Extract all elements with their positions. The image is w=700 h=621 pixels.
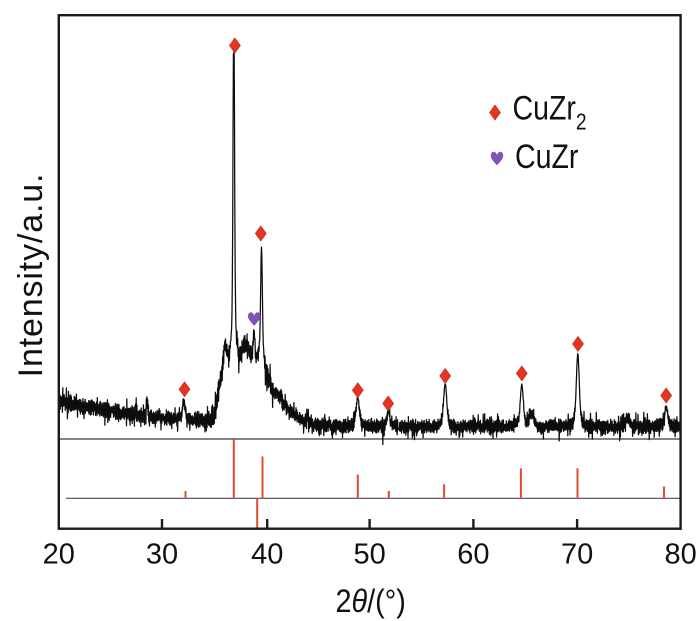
svg-text:70: 70 (561, 539, 593, 571)
svg-text:40: 40 (251, 539, 283, 571)
svg-text:80: 80 (664, 539, 696, 571)
svg-text:50: 50 (353, 539, 385, 571)
svg-text:20: 20 (43, 539, 75, 571)
svg-text:30: 30 (146, 539, 178, 571)
svg-text:2θ/(°): 2θ/(°) (336, 583, 406, 619)
svg-text:CuZr: CuZr (515, 137, 578, 175)
svg-text:60: 60 (457, 539, 489, 571)
svg-text:Intensity/a.u.: Intensity/a.u. (12, 173, 50, 378)
